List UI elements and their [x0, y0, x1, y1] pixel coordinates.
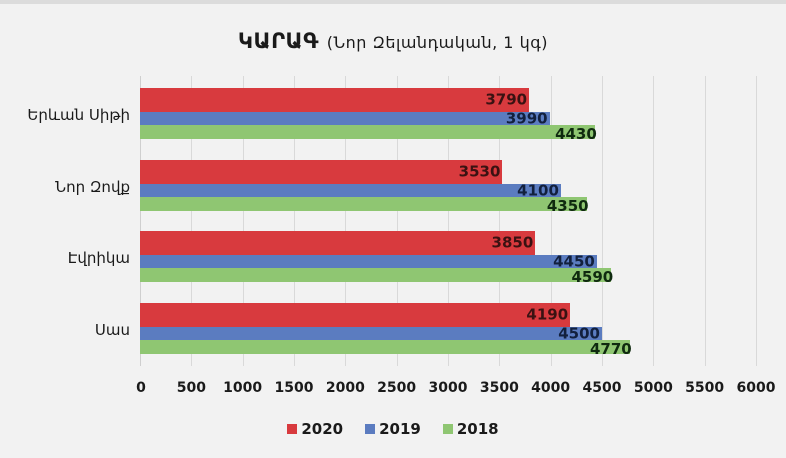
x-tick-label: 2500	[377, 380, 417, 396]
gridline	[140, 76, 141, 366]
bar-value-label: 3990	[505, 109, 548, 127]
gridline	[242, 76, 244, 366]
legend-item-2020: 2020	[287, 420, 343, 438]
legend-label: 2018	[456, 420, 499, 438]
x-tick-label: 3000	[428, 380, 468, 396]
bar-value-label: 4100	[517, 181, 559, 199]
gridline	[191, 76, 193, 366]
bar-2020: 4190	[140, 303, 571, 327]
chart-title-main: ԿԱՐԱԳ	[238, 29, 319, 53]
plot-area: 3790 3990 4430 3530 4100 4350 3850 4450 4590 4190…	[140, 76, 760, 366]
x-tick-label: 3500	[479, 380, 519, 396]
bar-value-label: 4770	[589, 340, 632, 358]
bar-value-label: 4190	[526, 305, 569, 324]
x-tick-label: 2000	[325, 380, 365, 396]
x-tick-label: 4000	[531, 380, 571, 396]
x-tick-label: 1500	[274, 380, 314, 396]
legend-swatch-icon	[442, 424, 453, 434]
bar-value-label: 3530	[458, 162, 501, 181]
x-tick-label: 5500	[685, 380, 725, 396]
bar-2019: 4100	[140, 181, 561, 199]
gridline	[653, 76, 655, 366]
x-tick-label: 4500	[582, 380, 622, 396]
legend-swatch-icon	[365, 424, 376, 434]
legend-item-2019: 2019	[365, 420, 421, 438]
gridline	[294, 76, 295, 366]
gridline	[602, 76, 603, 366]
bar-2018: 4350	[140, 197, 589, 215]
gridline	[499, 76, 501, 366]
gridline	[756, 76, 757, 366]
gridline	[448, 76, 449, 366]
x-tick-label: 0	[136, 380, 146, 396]
gridline	[345, 76, 347, 366]
legend-label: 2019	[379, 420, 421, 438]
legend-swatch-icon	[287, 424, 298, 434]
gridline	[396, 76, 398, 366]
bar-2020: 3850	[140, 231, 536, 255]
chart-subtitle: (Նոր Զելանդական, 1 կգ)	[326, 33, 548, 52]
bar-2019: 4450	[140, 252, 597, 270]
bar-value-label: 4590	[571, 268, 614, 286]
bar-2020: 3530	[140, 160, 503, 184]
bar-value-label: 4350	[546, 197, 589, 215]
x-tick-label: 1000	[223, 380, 263, 396]
x-tick-label: 6000	[736, 380, 776, 396]
category-label: Էվրիկա	[67, 249, 130, 267]
x-tick-label: 500	[176, 380, 206, 396]
bar-value-label: 4430	[555, 125, 597, 143]
legend-item-2018: 2018	[442, 420, 499, 438]
bar-value-label: 3790	[485, 90, 528, 109]
category-label: Նոր Զովք	[55, 178, 130, 196]
gridline	[704, 76, 706, 366]
bar-2018: 4770	[140, 340, 632, 358]
category-label: Սաս	[94, 321, 130, 339]
bar-2018: 4590	[140, 268, 614, 286]
bar-value-label: 4500	[558, 324, 600, 342]
legend-label: 2020	[301, 420, 344, 438]
bar-value-label: 4450	[553, 252, 595, 270]
bar-2018: 4430	[140, 125, 597, 143]
chart-title: ԿԱՐԱԳ (Նոր Զելանդական, 1 կգ)	[0, 29, 786, 53]
gridline	[550, 76, 552, 366]
bar-2019: 3990	[140, 109, 550, 127]
x-tick-label: 5000	[633, 380, 673, 396]
legend: 2020 2019 2018	[0, 420, 786, 438]
bar-value-label: 3850	[491, 233, 534, 252]
bar-2019: 4500	[140, 324, 602, 342]
bar-2020: 3790	[140, 88, 530, 112]
category-label: Երևան Սիթի	[27, 106, 130, 124]
